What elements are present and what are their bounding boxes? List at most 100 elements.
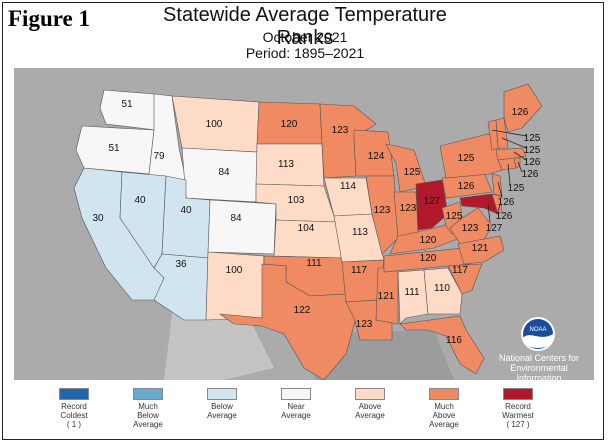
ncei-line3: Information xyxy=(516,373,562,383)
rank-label-mt: 100 xyxy=(206,119,223,130)
state-nm xyxy=(205,251,265,321)
state-ma xyxy=(495,147,527,161)
us-map: 51 51 79 100 84 30 40 40 36 84 100 120 113 103 104 111 1… xyxy=(73,83,543,380)
state-nc xyxy=(457,235,505,265)
rank-label-nh: 125 xyxy=(524,145,541,156)
map-area: 51 51 79 100 84 30 40 40 36 84 100 120 113 103 104 111 1… xyxy=(14,68,594,395)
state-nj xyxy=(491,173,503,197)
rank-label-mn: 123 xyxy=(332,125,349,136)
legend-item: Record Coldest ( 1 ) xyxy=(41,388,107,429)
rank-label-mo: 113 xyxy=(352,227,368,238)
legend-label: Much Above Average xyxy=(429,402,459,429)
legend-item: Near Average xyxy=(263,388,329,420)
subtitle-month: October 2021 xyxy=(262,29,348,45)
legend-label: Record Warmest ( 127 ) xyxy=(502,402,534,429)
rank-label-ok: 111 xyxy=(306,258,322,269)
rank-label-or: 51 xyxy=(108,143,120,154)
rank-label-wa: 51 xyxy=(121,99,133,110)
leader-lines xyxy=(487,129,527,223)
subtitle-period: Period: 1895–2021 xyxy=(245,45,365,61)
ncei-date: Thu Nov 4 2021 xyxy=(510,386,568,395)
state-ga xyxy=(423,267,463,315)
legend-label: Record Coldest ( 1 ) xyxy=(60,402,88,429)
rank-label-co: 84 xyxy=(230,213,242,224)
legend-swatch xyxy=(59,388,89,400)
ncei-line1: National Centers for xyxy=(498,353,580,363)
rank-label-al: 111 xyxy=(404,287,420,298)
rank-label-wv: 125 xyxy=(446,211,463,222)
rank-label-tn: 120 xyxy=(420,253,437,264)
rank-label-mi: 125 xyxy=(404,167,421,178)
rank-label-ga: 110 xyxy=(434,283,450,294)
rank-label-il: 123 xyxy=(374,205,391,216)
rank-label-me: 126 xyxy=(512,107,529,118)
ncei-credit: National Centers for Environmental Infor… xyxy=(490,353,588,383)
legend-label: Much Below Average xyxy=(133,402,163,429)
state-al xyxy=(397,269,429,325)
map-title: Statewide Average Temperature Ranks xyxy=(163,4,447,49)
rank-label-az: 36 xyxy=(175,259,187,270)
rank-labels: 51 51 79 100 84 30 40 40 36 84 100 120 113 103 104 111 1… xyxy=(92,99,540,346)
state-mi xyxy=(385,143,427,193)
rank-label-ct: 125 xyxy=(508,183,525,194)
legend-swatch xyxy=(133,388,163,400)
legend-swatch xyxy=(429,388,459,400)
state-il xyxy=(365,175,399,255)
rank-label-ms: 121 xyxy=(378,291,395,302)
rank-label-ri: 126 xyxy=(522,169,539,180)
legend-label: Above Average xyxy=(355,402,385,420)
legend-item: Below Average xyxy=(189,388,255,420)
legend-swatch xyxy=(281,388,311,400)
rank-label-oh: 127 xyxy=(424,196,441,207)
rank-label-nd: 120 xyxy=(281,119,298,130)
rank-label-ny: 125 xyxy=(458,153,475,164)
rank-label-sc: 117 xyxy=(452,265,468,276)
rank-label-wi: 124 xyxy=(368,151,385,162)
rank-label-sd: 113 xyxy=(278,159,294,170)
rank-label-ut: 40 xyxy=(180,205,192,216)
state-wa xyxy=(99,89,157,131)
figure-label: Figure 1 xyxy=(8,6,90,31)
ncei-line2: Environmental xyxy=(510,363,568,373)
rank-label-ne: 103 xyxy=(288,195,305,206)
rank-label-nj: 126 xyxy=(498,197,515,208)
rank-label-md: 127 xyxy=(486,223,503,234)
rank-label-wy: 84 xyxy=(218,167,230,178)
state-nh xyxy=(495,117,509,149)
rank-label-pa: 126 xyxy=(458,181,475,192)
state-me xyxy=(503,83,543,133)
rank-label-nm: 100 xyxy=(226,265,243,276)
rank-label-ky: 120 xyxy=(420,235,437,246)
rank-label-tx: 122 xyxy=(294,305,311,316)
state-fl xyxy=(399,315,485,375)
noaa-logo: NOAA xyxy=(521,317,555,351)
rank-label-ia: 114 xyxy=(340,181,356,192)
legend-item: Much Below Average xyxy=(115,388,181,429)
rank-label-id: 79 xyxy=(153,151,165,162)
state-tx xyxy=(218,263,357,380)
rank-label-ar: 117 xyxy=(351,265,367,276)
rank-label-la: 123 xyxy=(356,319,373,330)
state-or xyxy=(75,125,155,175)
noaa-logo-text: NOAA xyxy=(529,327,546,333)
rank-label-va: 123 xyxy=(462,223,479,234)
state-oh xyxy=(415,179,449,231)
state-sc xyxy=(447,263,483,295)
rank-label-ks: 104 xyxy=(298,223,315,234)
rank-label-vt: 125 xyxy=(524,133,541,144)
rank-label-nc: 121 xyxy=(472,243,489,254)
legend-label: Below Average xyxy=(207,402,237,420)
rank-label-de: 126 xyxy=(496,211,513,222)
state-in xyxy=(393,191,419,239)
state-co xyxy=(207,199,277,255)
legend-item: Much Above Average xyxy=(411,388,477,429)
legend-item: Above Average xyxy=(337,388,403,420)
rank-label-fl: 116 xyxy=(446,335,462,346)
legend-swatch xyxy=(503,388,533,400)
legend-item: Record Warmest ( 127 ) xyxy=(485,388,551,429)
legend-swatch xyxy=(207,388,237,400)
rank-label-in: 123 xyxy=(400,203,417,214)
rank-label-ca: 30 xyxy=(92,213,104,224)
rank-label-nv: 40 xyxy=(134,195,146,206)
map-subtitle: October 2021 Period: 1895–2021 xyxy=(150,29,460,61)
